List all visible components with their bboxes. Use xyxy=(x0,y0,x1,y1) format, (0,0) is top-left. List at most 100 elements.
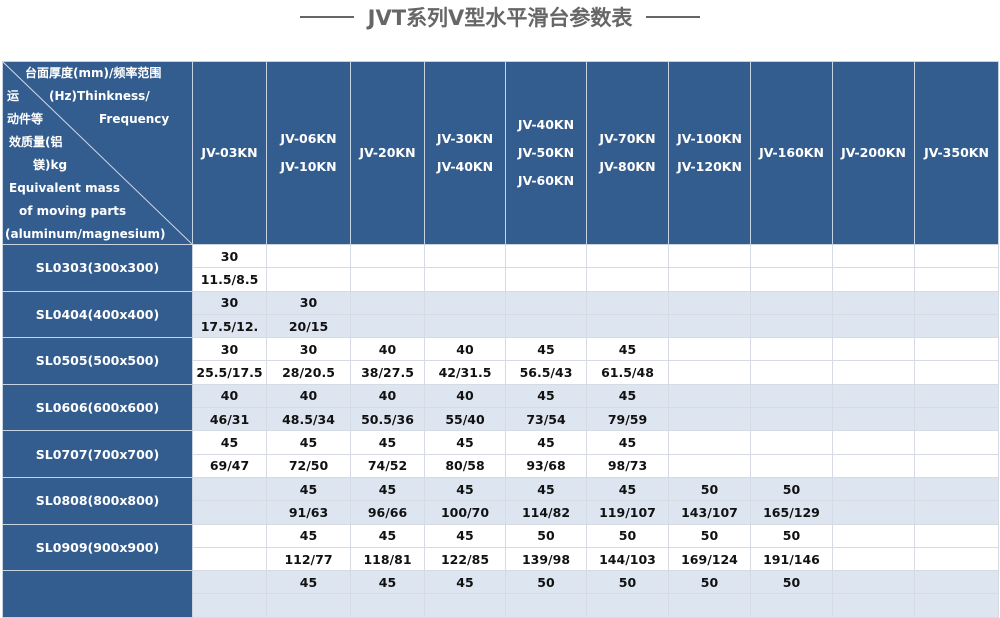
mass-cell: 56.5/43 xyxy=(505,360,587,385)
thickness-cell: 40 xyxy=(424,383,506,409)
thickness-cell xyxy=(914,290,999,315)
corner-header-bottom-line: Equivalent mass xyxy=(9,181,120,195)
thickness-cell xyxy=(668,290,751,315)
table-row-mass: 25.5/17.5 28/20.5 38/27.5 42/31.5 56.5/43 61.… xyxy=(3,360,999,385)
thickness-cell xyxy=(350,243,425,269)
thickness-cell xyxy=(914,430,999,455)
mass-cell xyxy=(832,407,915,432)
page-title: JVT系列V型水平滑台参数表 xyxy=(367,6,633,30)
thickness-cell xyxy=(914,476,999,502)
mass-cell xyxy=(750,453,833,478)
thickness-cell: 45 xyxy=(192,430,267,455)
column-header: JV-30KN JV-40KN xyxy=(424,61,506,245)
mass-cell: 20/15 xyxy=(266,313,351,339)
corner-header-top-line: Frequency xyxy=(99,112,170,126)
mass-cell: 80/58 xyxy=(424,453,506,478)
row-label: SL0606(600x600) xyxy=(2,383,193,432)
mass-cell xyxy=(350,267,425,292)
thickness-cell: 45 xyxy=(586,383,669,409)
model-name: JV-100KN xyxy=(677,131,742,146)
mass-cell xyxy=(505,593,587,618)
mass-cell xyxy=(505,267,587,292)
thickness-cell: 45 xyxy=(424,523,506,548)
thickness-cell xyxy=(914,243,999,269)
thickness-cell: 40 xyxy=(266,383,351,409)
mass-cell xyxy=(192,500,267,525)
model-name: JV-70KN xyxy=(599,131,656,146)
mass-cell xyxy=(424,593,506,618)
corner-header-bottom-line: 运 xyxy=(7,89,20,103)
column-header: JV-03KN xyxy=(192,61,267,245)
table-row-thickness: 45 45 45 50 50 50 50 xyxy=(2,570,999,618)
mass-cell xyxy=(750,407,833,432)
mass-cell: 55/40 xyxy=(424,407,506,432)
model-name: JV-10KN xyxy=(280,159,337,174)
thickness-cell xyxy=(832,290,915,315)
thickness-cell: 50 xyxy=(750,476,833,502)
mass-cell: 143/107 xyxy=(668,500,751,525)
model-name: JV-80KN xyxy=(599,159,656,174)
thickness-cell xyxy=(266,243,351,269)
model-name: JV-160KN xyxy=(759,145,824,160)
mass-cell: 165/129 xyxy=(750,500,833,525)
mass-cell xyxy=(668,360,751,385)
table-row-thickness: SL0808(800x800) 45 45 45 45 45 50 50 xyxy=(2,476,999,525)
thickness-cell: 50 xyxy=(750,570,833,595)
mass-cell: 69/47 xyxy=(192,453,267,478)
thickness-cell xyxy=(668,243,751,269)
model-name: JV-200KN xyxy=(841,145,906,160)
mass-cell xyxy=(832,500,915,525)
column-header: JV-200KN xyxy=(832,61,915,245)
thickness-cell xyxy=(914,523,999,548)
mass-cell: 100/70 xyxy=(424,500,506,525)
mass-cell xyxy=(750,593,833,618)
mass-cell xyxy=(914,500,999,525)
thickness-cell: 45 xyxy=(266,570,351,595)
thickness-cell: 40 xyxy=(424,337,506,362)
mass-cell xyxy=(350,313,425,339)
mass-cell xyxy=(914,546,999,572)
row-label: SL0909(900x900) xyxy=(2,523,193,572)
thickness-cell: 30 xyxy=(192,337,267,362)
mass-cell xyxy=(668,267,751,292)
mass-cell: 144/103 xyxy=(586,546,669,572)
model-name: JV-50KN xyxy=(517,145,575,160)
column-header: JV-40KN JV-50KN JV-60KN xyxy=(505,61,587,245)
thickness-cell: 30 xyxy=(266,290,351,315)
mass-cell xyxy=(505,313,587,339)
mass-cell: 74/52 xyxy=(350,453,425,478)
thickness-cell xyxy=(832,523,915,548)
mass-cell: 98/73 xyxy=(586,453,669,478)
mass-cell xyxy=(914,360,999,385)
corner-header-bottom-line: 效质量(铝 xyxy=(9,135,63,149)
table-row-mass: 17.5/12. 20/15 xyxy=(3,313,999,339)
row-label: SL0303(300x300) xyxy=(2,244,193,292)
thickness-cell xyxy=(750,430,833,455)
mass-cell: 122/85 xyxy=(424,546,506,572)
mass-cell: 61.5/48 xyxy=(586,360,669,385)
thickness-cell: 50 xyxy=(505,523,587,548)
thickness-cell xyxy=(350,290,425,315)
thickness-cell: 45 xyxy=(424,476,506,502)
mass-cell: 93/68 xyxy=(505,453,587,478)
mass-cell xyxy=(586,267,669,292)
mass-cell xyxy=(832,360,915,385)
mass-cell xyxy=(914,267,999,292)
column-header: JV-350KN xyxy=(914,61,999,245)
model-name: JV-40KN xyxy=(436,159,494,174)
model-name: JV-40KN xyxy=(517,117,575,132)
model-name: JV-03KN xyxy=(201,145,258,160)
model-name: JV-60KN xyxy=(517,173,575,188)
corner-header-top-line: (Hz)Thinkness/ xyxy=(49,89,150,103)
mass-cell xyxy=(668,453,751,478)
thickness-cell: 50 xyxy=(668,476,751,502)
mass-cell xyxy=(750,313,833,339)
table-row-thickness: SL0303(300x300) 30 xyxy=(2,243,999,292)
thickness-cell: 30 xyxy=(192,243,267,269)
column-header: JV-70KN JV-80KN xyxy=(586,61,669,245)
thickness-cell xyxy=(668,430,751,455)
thickness-cell: 50 xyxy=(668,570,751,595)
thickness-cell: 45 xyxy=(586,476,669,502)
mass-cell: 50.5/36 xyxy=(350,407,425,432)
table-row-mass: 91/63 96/66 100/70 114/82 119/107 143/107 165/… xyxy=(3,500,999,525)
